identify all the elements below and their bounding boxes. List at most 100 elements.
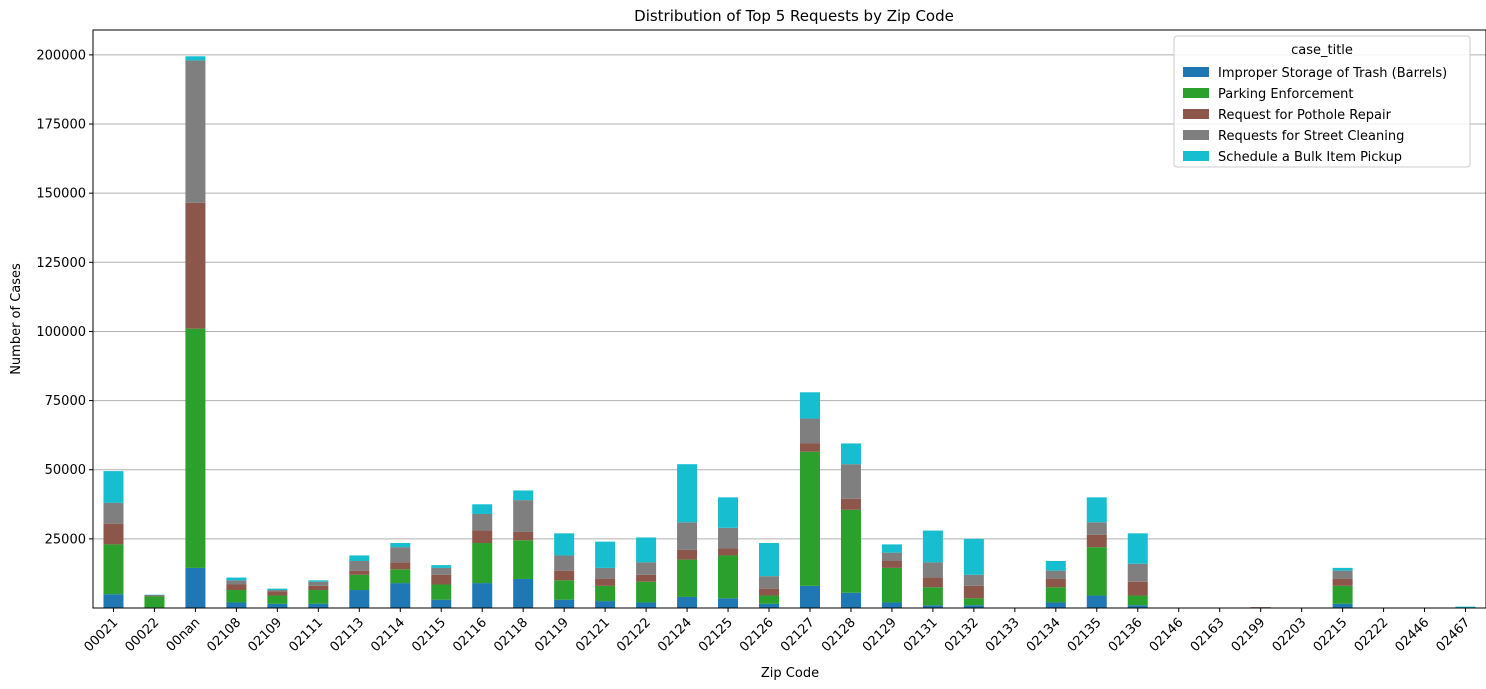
bar-segment: [185, 328, 206, 568]
x-axis-ticks: 00021 00022 00nan 02108 02109 02111 02113 02114…: [81, 608, 1473, 655]
bar-segment: [718, 598, 739, 608]
bar-segment: [554, 570, 575, 581]
legend-label: Requests for Street Cleaning: [1218, 129, 1404, 144]
y-tick-label: 100000: [36, 325, 86, 340]
y-tick-label: 75000: [45, 394, 86, 409]
bar-segment: [1127, 605, 1148, 608]
bar-segment: [267, 591, 288, 596]
bar-segment: [677, 522, 698, 550]
bar-segment: [1045, 570, 1066, 579]
bar-segment: [431, 565, 452, 568]
bar-segment: [881, 602, 902, 608]
bar-segment: [308, 585, 329, 591]
bar-segment: [636, 581, 657, 603]
bar-segment: [840, 464, 861, 499]
bar-segment: [390, 569, 411, 584]
bar-segment: [1127, 533, 1148, 564]
y-axis-ticks: 25000 50000 75000 100000 125000 150000 175000 2…: [36, 48, 93, 547]
bar-segment: [1086, 547, 1107, 596]
bar-segment: [759, 603, 780, 608]
bar-segment: [840, 443, 861, 465]
x-tick-label: 02114: [368, 615, 408, 655]
bar-segment: [472, 530, 493, 544]
y-tick-label: 175000: [36, 118, 86, 133]
bar-segment: [677, 596, 698, 608]
bar-segment: [554, 555, 575, 571]
y-grid: [93, 54, 1486, 540]
bar-segment: [390, 543, 411, 548]
bar-segment: [799, 443, 820, 452]
x-tick-label: 02115: [409, 615, 449, 655]
bar-segment: [103, 594, 124, 608]
bar-segment: [595, 601, 616, 608]
legend-label: Improper Storage of Trash (Barrels): [1218, 66, 1447, 81]
bar-segment: [103, 471, 124, 503]
x-tick-label: 02132: [942, 615, 982, 655]
bar-segment: [595, 585, 616, 602]
bar-segment: [1086, 497, 1107, 523]
bar-segment: [636, 602, 657, 608]
x-tick-label: 02135: [1065, 615, 1105, 655]
bar-segment: [1045, 587, 1066, 603]
x-tick-label: 00021: [81, 615, 121, 655]
bar-segment: [226, 584, 247, 591]
bar-segment: [349, 570, 370, 575]
bar-segment: [963, 605, 984, 608]
x-tick-label: 02108: [204, 615, 244, 655]
x-tick-label: 02122: [614, 615, 654, 655]
bar-segment: [185, 202, 206, 329]
bar-segment: [1045, 578, 1066, 588]
bar-segment: [513, 500, 534, 532]
x-tick-label: 02136: [1106, 615, 1146, 655]
bar-segment: [226, 577, 247, 581]
x-tick-label: 02131: [901, 615, 941, 655]
bar-segment: [431, 574, 452, 585]
bar-segment: [595, 541, 616, 568]
x-tick-label: 02129: [860, 615, 900, 655]
bar-segment: [1332, 578, 1353, 586]
bar-segment: [1332, 603, 1353, 608]
bar-segment: [759, 576, 780, 589]
bar-segment: [840, 509, 861, 593]
bar-segment: [390, 547, 411, 563]
bar-segment: [103, 544, 124, 595]
bar-segment: [922, 577, 943, 588]
x-tick-label: 02446: [1393, 615, 1433, 655]
bar-segment: [963, 538, 984, 575]
bar-segment: [431, 567, 452, 575]
y-tick-label: 25000: [45, 532, 86, 547]
legend-label: Schedule a Bulk Item Pickup: [1218, 150, 1402, 165]
bar-segment: [144, 595, 165, 597]
x-tick-label: 02133: [983, 615, 1023, 655]
x-tick-label: 02125: [696, 615, 736, 655]
x-tick-label: 02119: [532, 615, 572, 655]
bar-segment: [226, 602, 247, 608]
bar-segment: [1127, 595, 1148, 606]
bar-segment: [349, 560, 370, 571]
bar-segment: [636, 562, 657, 575]
bar-segment: [963, 585, 984, 599]
x-tick-label: 02116: [450, 615, 490, 655]
x-tick-label: 02109: [245, 615, 285, 655]
bar-segment: [718, 497, 739, 528]
x-tick-label: 02111: [286, 615, 326, 655]
bar-segment: [267, 588, 288, 591]
bar-segment: [472, 504, 493, 514]
bar-segment: [472, 543, 493, 584]
x-tick-label: 02124: [655, 615, 695, 655]
bar-segment: [677, 464, 698, 523]
x-tick-label: 02222: [1352, 615, 1392, 655]
plot-frame: [92, 29, 1486, 609]
bar-segment: [185, 60, 206, 203]
x-tick-label: 02467: [1433, 615, 1473, 655]
bar-segment: [963, 598, 984, 606]
x-tick-label: 02215: [1311, 615, 1351, 655]
x-axis-title: Zip Code: [761, 666, 819, 681]
bar-segment: [1332, 585, 1353, 604]
bar-segment: [799, 418, 820, 444]
bar-segment: [922, 562, 943, 578]
bar-segment: [718, 527, 739, 549]
legend-box: [1173, 35, 1471, 168]
bar-segment: [349, 555, 370, 561]
y-axis-title: Number of Cases: [9, 263, 24, 375]
